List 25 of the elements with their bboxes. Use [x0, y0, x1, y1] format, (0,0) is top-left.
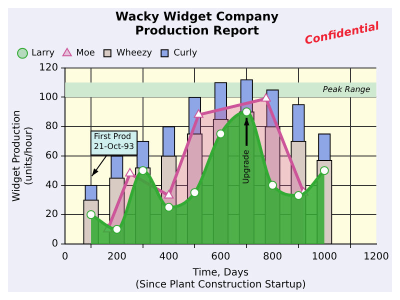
- chart-subtitle: Production Report: [135, 24, 260, 38]
- y-axis-title: Widget Production (units/hour): [12, 110, 35, 202]
- y-tick-label: 40: [45, 180, 58, 191]
- x-tick-label: 1200: [364, 252, 389, 263]
- x-tick-label: 200: [107, 252, 126, 263]
- y-tick-label: 80: [45, 121, 58, 132]
- x-axis-title: Time, Days (Since Plant Construction Startup): [135, 268, 306, 291]
- x-tick-label: 800: [263, 252, 282, 263]
- legend-label: Moe: [76, 48, 96, 59]
- y-tick-label: 0: [52, 238, 58, 250]
- legend-label: Larry: [32, 48, 56, 59]
- x-tick-label: 1000: [312, 252, 338, 263]
- y-tick-label: 20: [45, 209, 58, 220]
- band-label: Peak Range: [322, 84, 370, 94]
- annotation: First Prod 21-Oct-93: [94, 132, 134, 152]
- y-tick-label: 120: [38, 62, 58, 74]
- x-tick-label: 0: [62, 252, 68, 263]
- x-tick-label: 400: [159, 252, 178, 263]
- annotation: Upgrade: [242, 150, 251, 184]
- x-tick-label: 600: [211, 252, 230, 263]
- legend-label: Curly: [174, 48, 198, 59]
- legend-label: Wheezy: [116, 48, 153, 59]
- y-tick-label: 60: [45, 150, 58, 162]
- chart-title: Wacky Widget Company: [115, 9, 279, 24]
- y-tick-label: 100: [38, 92, 58, 103]
